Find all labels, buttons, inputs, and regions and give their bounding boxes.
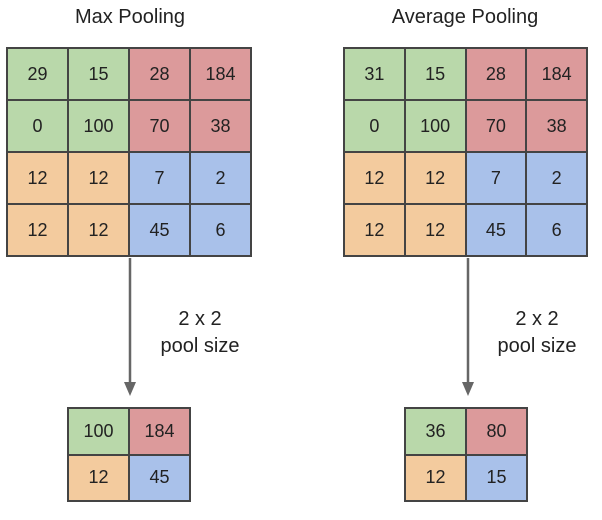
- output-cell-r1-c0: 12: [405, 454, 466, 501]
- input-cell-r1-c2: 70: [465, 100, 527, 152]
- output-cell-r0-c1: 80: [466, 408, 527, 455]
- input-cell-r0-c1: 15: [404, 48, 466, 100]
- input-cell-r2-c3: 2: [526, 152, 587, 204]
- pool-size-dims: 2 x 2: [515, 308, 559, 330]
- input-cell-r3-c2: 45: [465, 204, 527, 256]
- input-cell-r0-c0: 29: [7, 48, 68, 100]
- input-grid: 31 15 28 184 0 100 70 38 12 12 7 2 12 12 45 6: [343, 47, 588, 257]
- input-cell-r0-c0: 31: [344, 48, 405, 100]
- panel-title: Average Pooling: [391, 6, 539, 28]
- input-cell-r3-c2: 45: [129, 204, 190, 256]
- input-cell-r1-c1: 100: [68, 100, 129, 152]
- input-cell-r2-c1: 12: [404, 152, 466, 204]
- input-cell-r2-c0: 12: [7, 152, 68, 204]
- input-cell-r2-c2: 7: [465, 152, 527, 204]
- input-cell-r3-c1: 12: [404, 204, 466, 256]
- output-cell-r1-c1: 45: [129, 454, 190, 501]
- pool-size-label: 2 x 2 pool size: [477, 306, 597, 360]
- input-cell-r3-c3: 6: [190, 204, 251, 256]
- output-cell-r1-c0: 12: [68, 454, 129, 501]
- input-cell-r2-c3: 2: [190, 152, 251, 204]
- down-arrow-icon: [462, 258, 474, 396]
- output-grid: 36 80 12 15: [404, 407, 528, 502]
- input-cell-r0-c1: 15: [68, 48, 129, 100]
- input-cell-r0-c2: 28: [129, 48, 190, 100]
- input-cell-r3-c0: 12: [344, 204, 405, 256]
- input-cell-r3-c1: 12: [68, 204, 129, 256]
- pool-size-text: pool size: [497, 335, 577, 357]
- output-cell-r1-c1: 15: [466, 454, 527, 501]
- input-cell-r3-c0: 12: [7, 204, 68, 256]
- input-cell-r0-c2: 28: [465, 48, 527, 100]
- input-cell-r1-c1: 100: [404, 100, 466, 152]
- input-cell-r0-c3: 184: [190, 48, 251, 100]
- output-cell-r0-c0: 36: [405, 408, 466, 455]
- input-cell-r1-c3: 38: [190, 100, 251, 152]
- output-grid: 100 184 12 45: [67, 407, 191, 502]
- input-cell-r1-c0: 0: [344, 100, 405, 152]
- down-arrow-icon: [124, 258, 136, 396]
- input-cell-r2-c0: 12: [344, 152, 405, 204]
- output-cell-r0-c1: 184: [129, 408, 190, 455]
- pool-size-label: 2 x 2 pool size: [140, 306, 260, 360]
- input-cell-r2-c2: 7: [129, 152, 190, 204]
- input-cell-r1-c2: 70: [129, 100, 190, 152]
- input-cell-r0-c3: 184: [526, 48, 587, 100]
- input-cell-r1-c3: 38: [526, 100, 587, 152]
- output-cell-r0-c0: 100: [68, 408, 129, 455]
- pool-size-dims: 2 x 2: [178, 308, 222, 330]
- input-cell-r3-c3: 6: [526, 204, 587, 256]
- pool-size-text: pool size: [160, 335, 240, 357]
- panel-title: Max Pooling: [74, 6, 186, 28]
- input-cell-r2-c1: 12: [68, 152, 129, 204]
- input-grid: 29 15 28 184 0 100 70 38 12 12 7 2 12 12 45 6: [6, 47, 252, 257]
- input-cell-r1-c0: 0: [7, 100, 68, 152]
